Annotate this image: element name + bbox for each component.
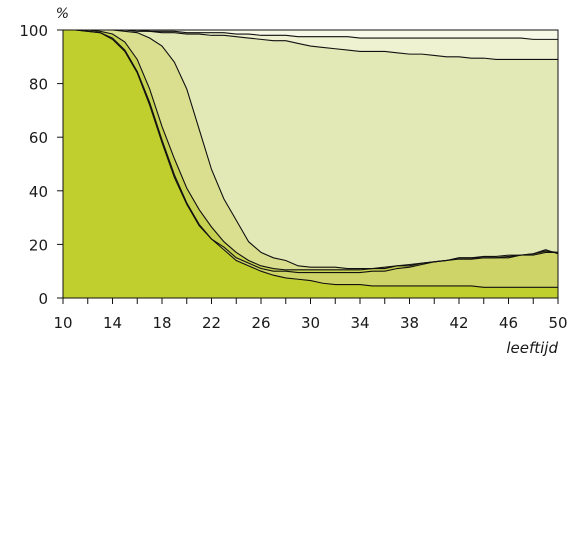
x-tick-label: 38 (400, 314, 419, 332)
boundary-line-1 (63, 29, 558, 288)
area-band-6 (63, 30, 558, 60)
x-tick-label: 42 (449, 314, 468, 332)
y-axis-unit: % (56, 6, 69, 22)
boundary-line-2 (63, 29, 558, 274)
y-tick-label: 60 (29, 129, 48, 147)
boundary-line-6 (63, 29, 558, 40)
x-tick-label: 50 (548, 314, 567, 332)
x-tick-label: 18 (152, 314, 171, 332)
area-band-5 (63, 30, 558, 269)
axes: 10 14 18 22 26 30 34 38 42 46 50 0 20 40 60 80 100 (19, 22, 567, 332)
x-tick-label: 34 (350, 314, 369, 332)
y-tick-label: 20 (29, 236, 48, 254)
x-tick-label: 46 (499, 314, 518, 332)
y-tick-label: 80 (29, 76, 48, 94)
area-band-2 (63, 30, 558, 288)
y-tick-label: 100 (19, 22, 48, 40)
x-tick-label: 14 (103, 314, 122, 332)
boundary-line-4 (63, 29, 559, 270)
x-tick-label: 10 (53, 314, 72, 332)
area-band-1 (63, 30, 558, 298)
boundary-lines (63, 29, 559, 288)
x-axis-title: leeftijd (506, 339, 558, 357)
y-tick-label: 0 (38, 290, 48, 308)
x-tick-label: 30 (301, 314, 320, 332)
x-tick-label: 26 (251, 314, 270, 332)
x-tick-label: 22 (202, 314, 221, 332)
y-tick-label: 40 (29, 183, 48, 201)
